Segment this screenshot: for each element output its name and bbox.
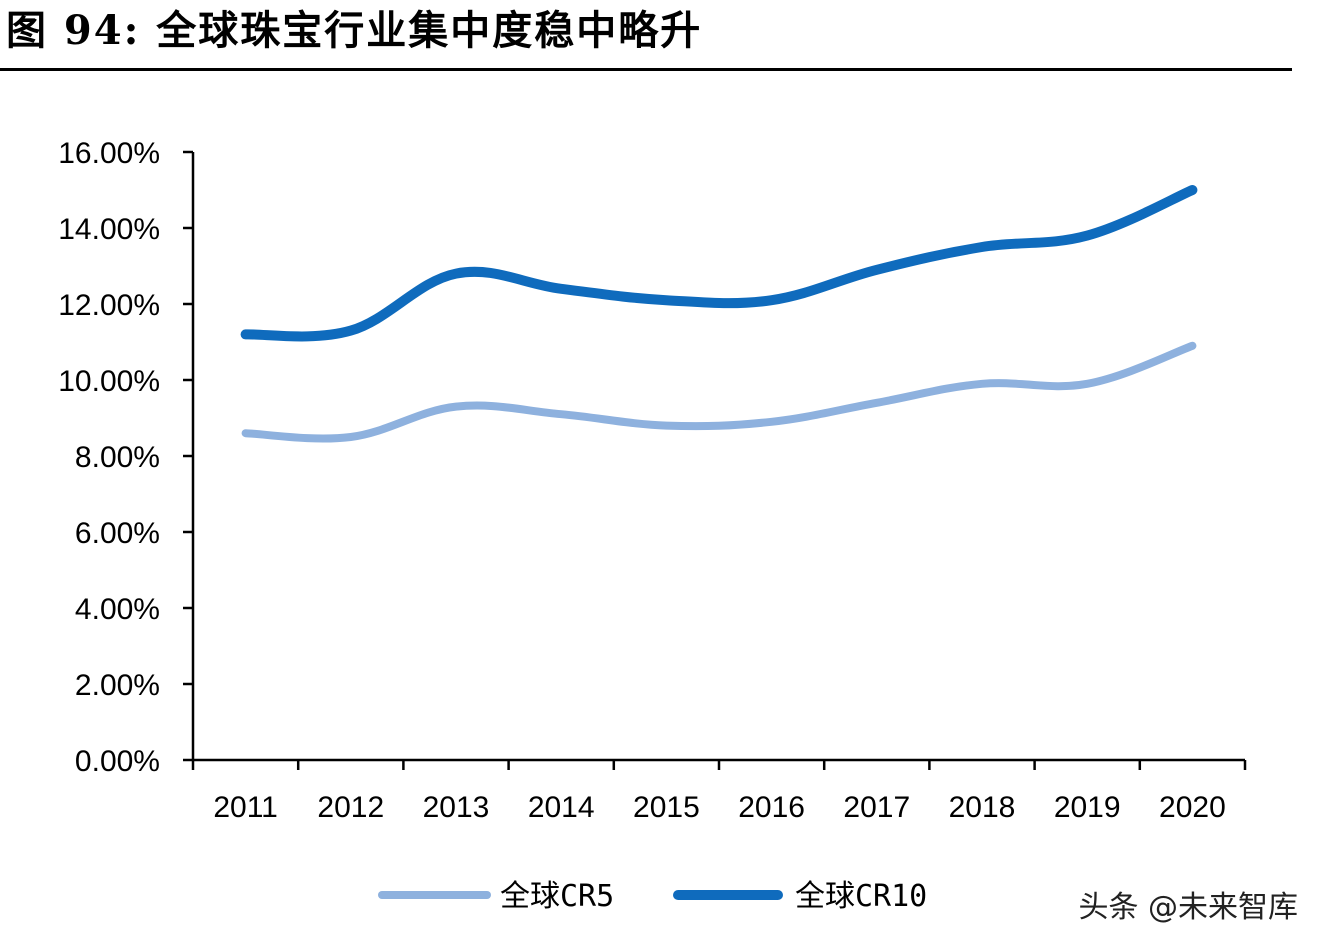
x-tick-label: 2015 [633,791,700,824]
x-tick-label: 2016 [738,791,805,824]
x-tick-label: 2018 [949,791,1016,824]
x-tick-label: 2014 [528,791,595,824]
chart-legend: 全球CR5 全球CR10 [378,879,927,914]
series-line-cr10 [240,185,1198,342]
chart-axes: 0.00% 2.00% 4.00% 6.00% 8.00% 10.00% 12.00% 14.… [58,137,1247,824]
y-tick-label: 2.00% [75,669,160,702]
chart-series [240,185,1198,443]
figure-title: 图 94: 全球珠宝行业集中度稳中略升 [6,7,703,54]
series-line-cr5 [241,341,1197,443]
x-tick-label: 2011 [213,791,278,824]
y-tick-label: 16.00% [58,137,160,170]
x-tick-label: 2013 [423,791,490,824]
x-tick-label: 2019 [1054,791,1121,824]
x-tick-label: 2012 [317,791,384,824]
x-tick-label: 2020 [1159,791,1226,824]
y-tick-label: 8.00% [75,441,160,474]
y-tick-label: 4.00% [75,593,160,626]
watermark-text: 头条 @未来智库 [1078,890,1298,925]
legend-label: 全球CR10 [795,879,927,914]
title-rule [0,68,1292,71]
legend-label: 全球CR5 [500,879,614,914]
y-tick-label: 10.00% [58,365,160,398]
y-tick-label: 6.00% [75,517,160,550]
x-tick-label: 2017 [843,791,910,824]
y-tick-label: 14.00% [58,213,160,246]
y-tick-label: 12.00% [58,289,160,322]
y-tick-label: 0.00% [75,745,160,778]
